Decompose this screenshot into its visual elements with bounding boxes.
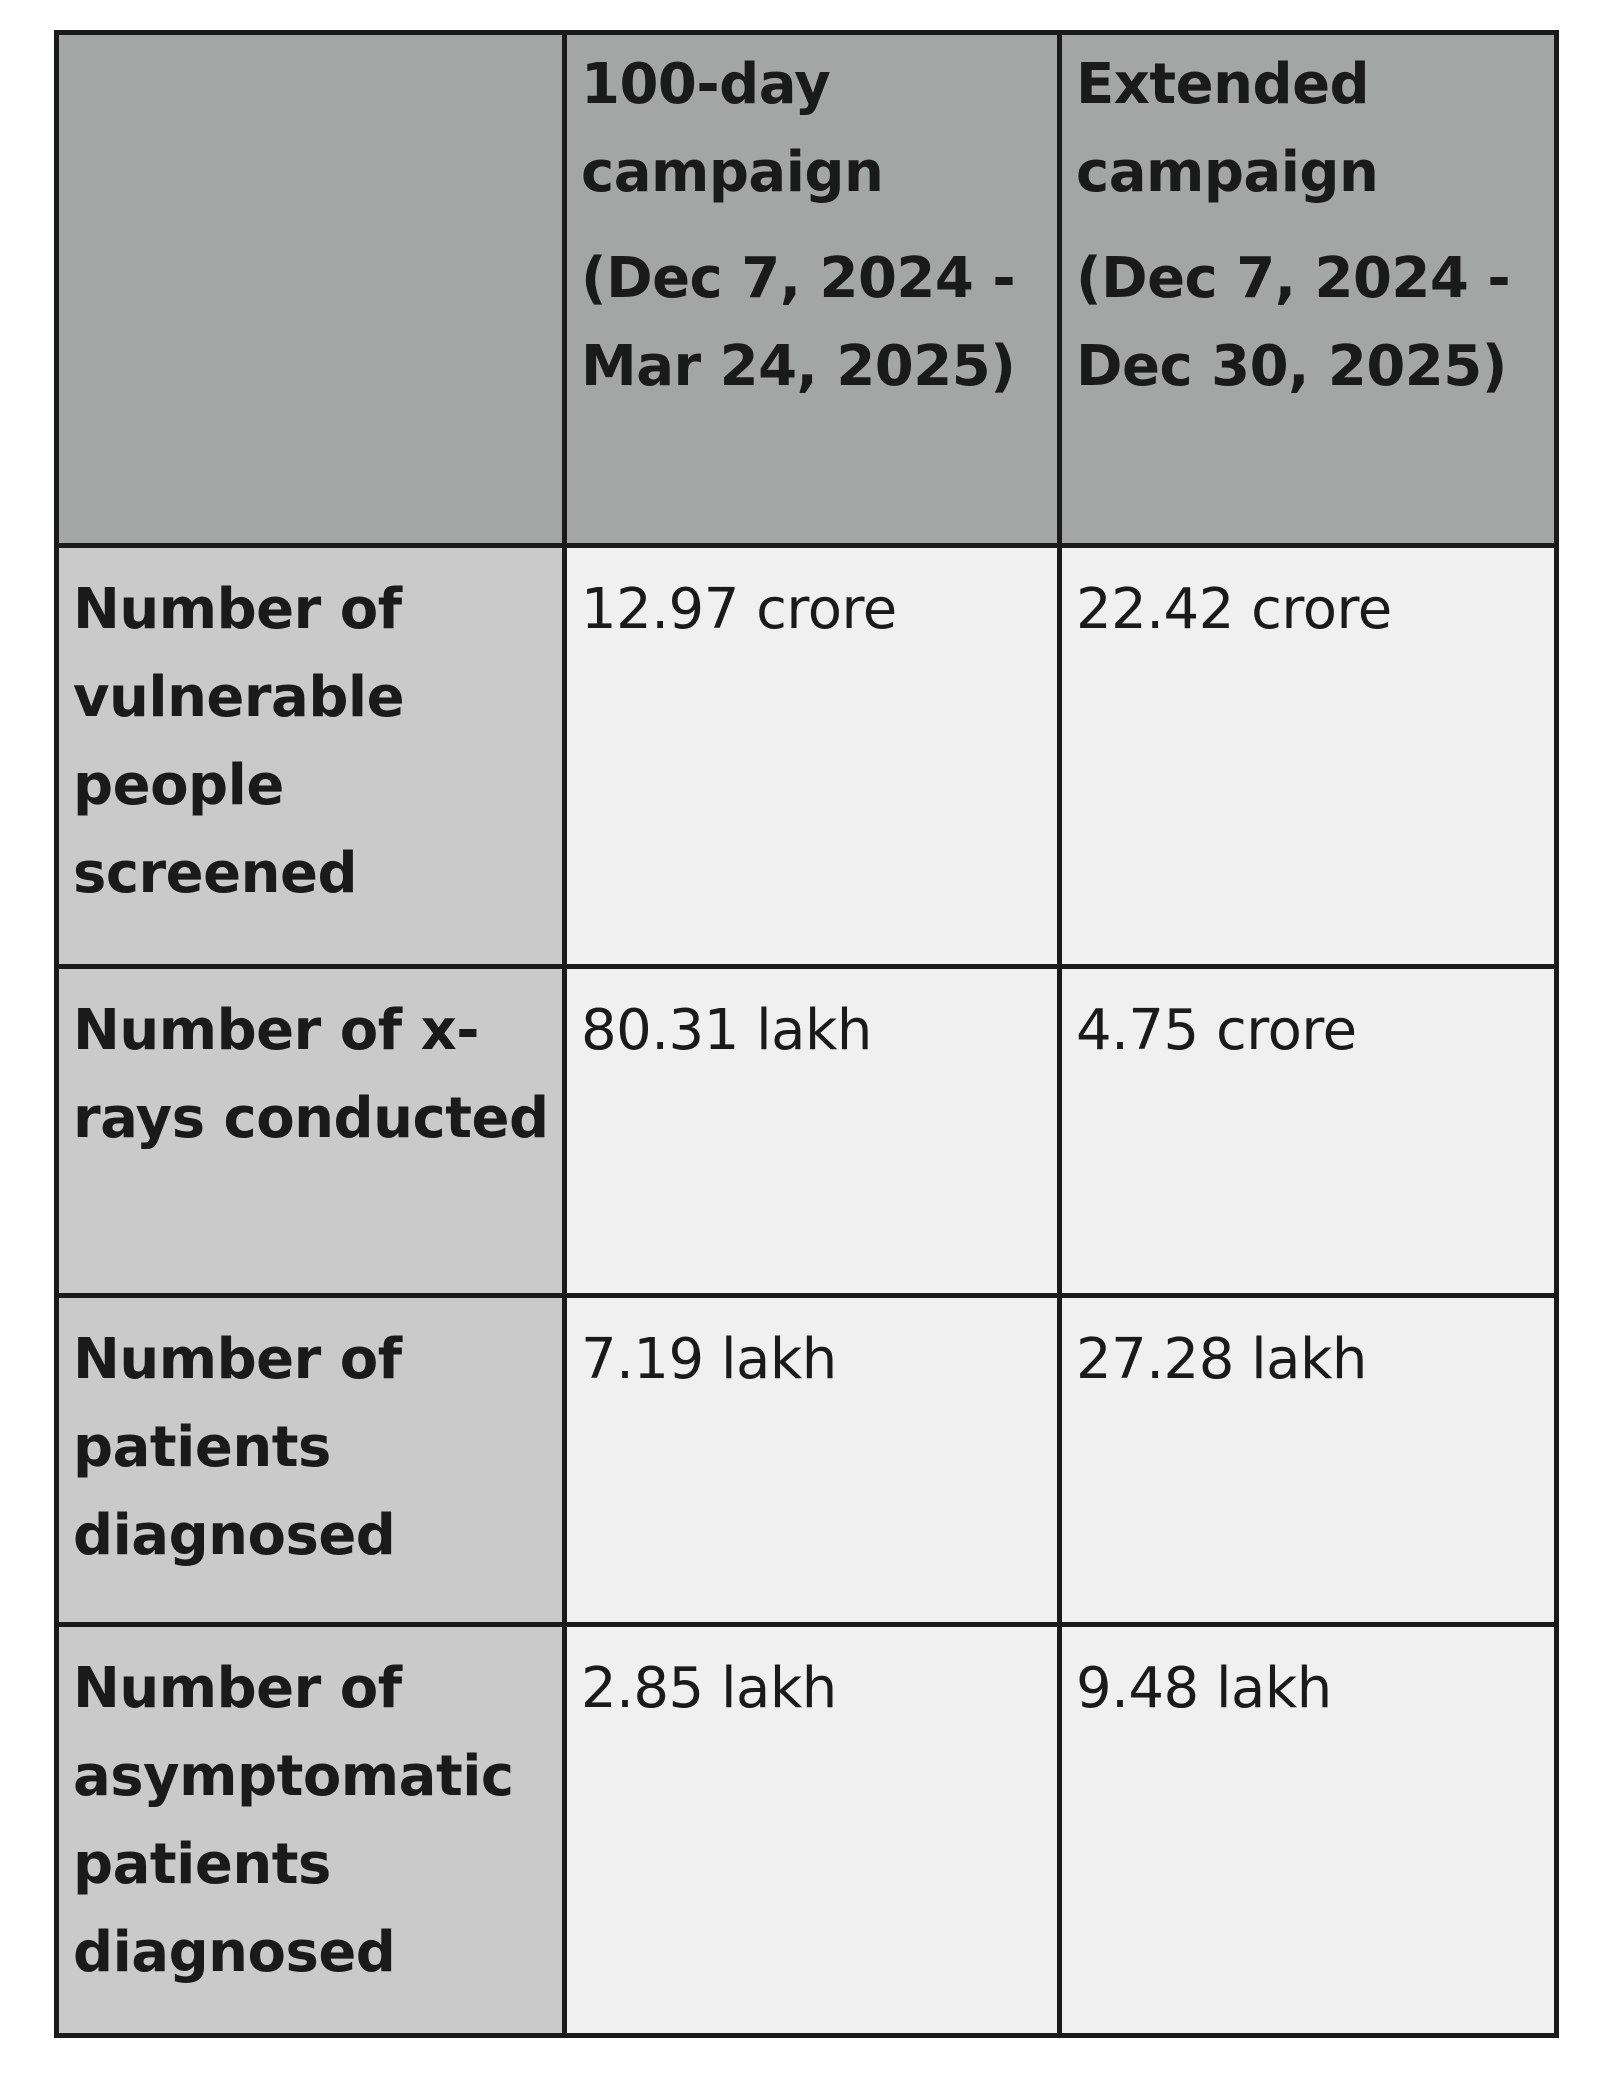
table-row: Number of vulnerable people screened 12.… xyxy=(54,543,1559,969)
cell-extended-asymptomatic-diagnosed: 9.48 lakh xyxy=(1057,1622,1559,2038)
header-100-day-campaign: 100-day campaign (Dec 7, 2024 - Mar 24, … xyxy=(562,30,1062,548)
campaign-comparison-table: 100-day campaign (Dec 7, 2024 - Mar 24, … xyxy=(54,30,1559,2038)
cell-100-day-patients-diagnosed: 7.19 lakh xyxy=(562,1293,1062,1627)
table-row: Number of x-rays conducted 80.31 lakh 4.… xyxy=(54,964,1559,1298)
cell-100-day-people-screened: 12.97 crore xyxy=(562,543,1062,969)
row-label-patients-diagnosed: Number of patients diagnosed xyxy=(54,1293,567,1627)
cell-extended-x-rays-conducted: 4.75 crore xyxy=(1057,964,1559,1298)
cell-extended-people-screened: 22.42 crore xyxy=(1057,543,1559,969)
table-row: Number of patients diagnosed 7.19 lakh 2… xyxy=(54,1293,1559,1627)
row-label-asymptomatic-diagnosed: Number of asymptomatic patients diagnose… xyxy=(54,1622,567,2038)
column-dates: (Dec 7, 2024 - Mar 24, 2025) xyxy=(581,246,1016,399)
column-dates: (Dec 7, 2024 - Dec 30, 2025) xyxy=(1076,246,1511,399)
header-corner-cell xyxy=(54,30,567,548)
row-label-x-rays-conducted: Number of x-rays conducted xyxy=(54,964,567,1298)
cell-100-day-x-rays-conducted: 80.31 lakh xyxy=(562,964,1062,1298)
header-extended-campaign: Extended campaign (Dec 7, 2024 - Dec 30,… xyxy=(1057,30,1559,548)
cell-extended-patients-diagnosed: 27.28 lakh xyxy=(1057,1293,1559,1627)
table-row: Number of asymptomatic patients diagnose… xyxy=(54,1622,1559,2038)
column-title: 100-day campaign xyxy=(581,52,884,205)
row-label-people-screened: Number of vulnerable people screened xyxy=(54,543,567,969)
cell-100-day-asymptomatic-diagnosed: 2.85 lakh xyxy=(562,1622,1062,2038)
header-row: 100-day campaign (Dec 7, 2024 - Mar 24, … xyxy=(54,30,1559,548)
column-title: Extended campaign xyxy=(1076,52,1379,205)
